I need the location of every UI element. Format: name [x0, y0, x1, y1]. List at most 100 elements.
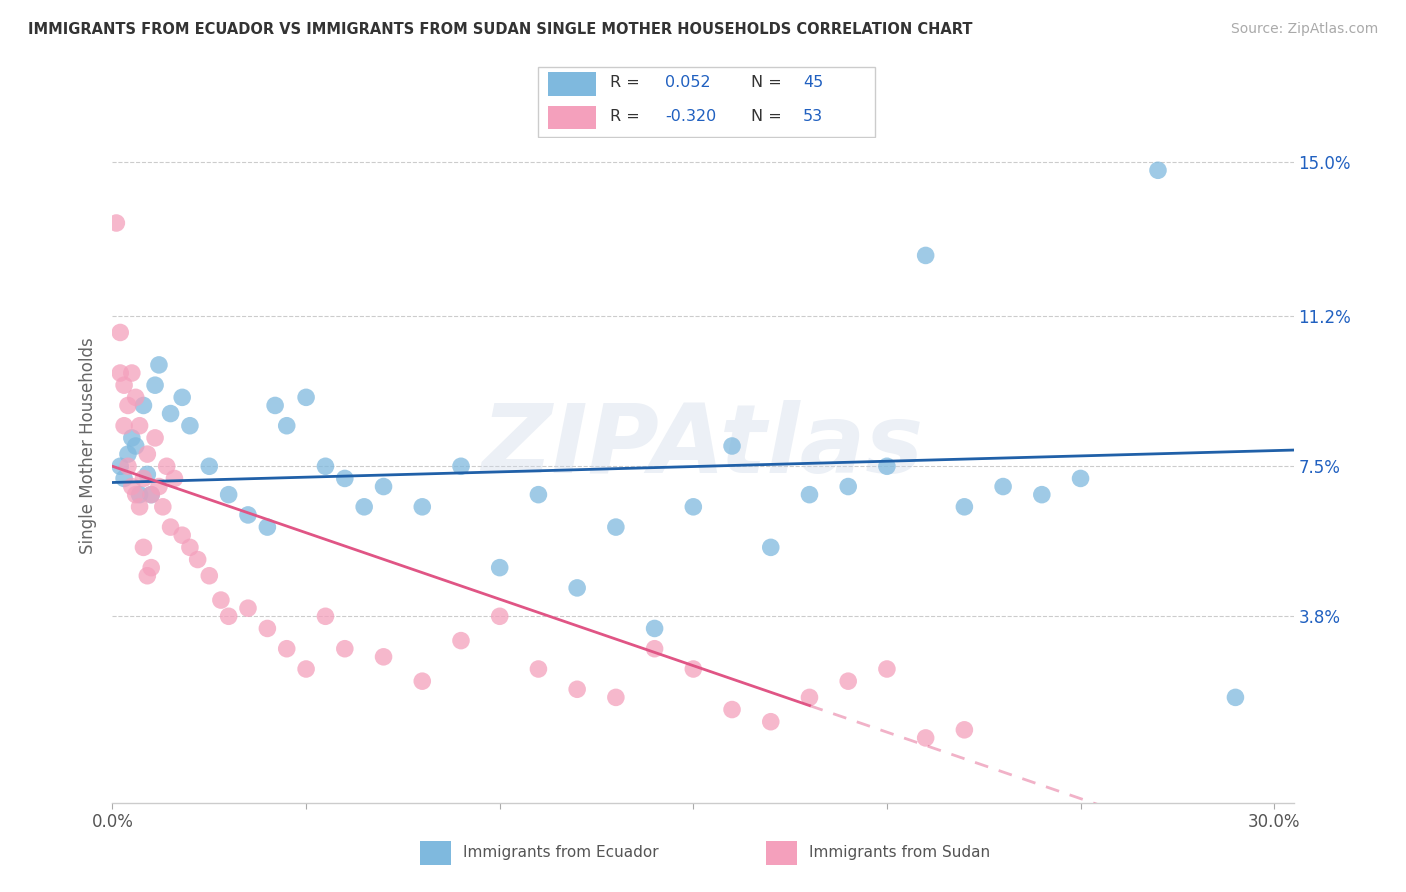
Point [276, 418, 298, 433]
Bar [548, 72, 596, 95]
Text: R =: R = [610, 75, 640, 90]
Point [276, 641, 298, 656]
Point [837, 479, 859, 493]
Point [682, 662, 704, 676]
Point [117, 399, 139, 413]
Text: ZIPAtlas: ZIPAtlas [482, 400, 924, 492]
Point [876, 459, 898, 474]
Point [333, 471, 356, 485]
Point [198, 459, 221, 474]
Point [991, 479, 1014, 493]
Point [218, 488, 240, 502]
Point [644, 641, 666, 656]
Point [353, 500, 375, 514]
Point [256, 520, 278, 534]
Point [156, 459, 179, 474]
Point [373, 649, 395, 664]
Point [488, 560, 510, 574]
Point [527, 488, 550, 502]
Point [148, 358, 170, 372]
Point [163, 471, 186, 485]
Point [128, 500, 150, 514]
Point [295, 662, 318, 676]
Point [105, 216, 128, 230]
Bar [419, 841, 451, 864]
Point [128, 418, 150, 433]
Point [132, 399, 155, 413]
Text: -0.320: -0.320 [665, 109, 717, 124]
Point [256, 622, 278, 636]
Point [914, 248, 936, 262]
Point [110, 366, 132, 380]
Point [565, 682, 588, 697]
Point [314, 609, 336, 624]
Point [953, 500, 976, 514]
Point [198, 568, 221, 582]
Point [333, 641, 356, 656]
Point [112, 418, 135, 433]
Bar [766, 841, 797, 864]
Text: R =: R = [610, 109, 640, 124]
Point [411, 674, 433, 689]
Text: 53: 53 [803, 109, 823, 124]
Point [125, 390, 148, 404]
Point [117, 459, 139, 474]
Point [110, 459, 132, 474]
Point [314, 459, 336, 474]
Point [141, 560, 163, 574]
Point [112, 378, 135, 392]
Point [565, 581, 588, 595]
Point [148, 479, 170, 493]
Text: N =: N = [751, 109, 782, 124]
Point [159, 520, 181, 534]
Point [187, 552, 209, 566]
Point [236, 601, 259, 615]
Point [152, 500, 174, 514]
Point [141, 488, 163, 502]
Point [125, 488, 148, 502]
Point [132, 471, 155, 485]
Point [264, 399, 287, 413]
Point [121, 431, 143, 445]
Y-axis label: Single Mother Households: Single Mother Households [79, 338, 97, 554]
Point [799, 488, 821, 502]
Point [682, 500, 704, 514]
Point [1031, 488, 1053, 502]
Text: N =: N = [751, 75, 782, 90]
Point [759, 714, 782, 729]
Point [759, 541, 782, 555]
Point [914, 731, 936, 745]
Bar [548, 106, 596, 129]
Point [1147, 163, 1170, 178]
Point [605, 520, 627, 534]
Point [799, 690, 821, 705]
Point [527, 662, 550, 676]
Text: IMMIGRANTS FROM ECUADOR VS IMMIGRANTS FROM SUDAN SINGLE MOTHER HOUSEHOLDS CORREL: IMMIGRANTS FROM ECUADOR VS IMMIGRANTS FR… [28, 22, 973, 37]
Point [721, 439, 744, 453]
Text: 45: 45 [803, 75, 824, 90]
Point [488, 609, 510, 624]
Point [136, 447, 159, 461]
Point [132, 541, 155, 555]
Text: Immigrants from Ecuador: Immigrants from Ecuador [463, 846, 658, 860]
Point [450, 633, 472, 648]
Point [112, 471, 135, 485]
Point [136, 568, 159, 582]
Point [136, 467, 159, 482]
Point [605, 690, 627, 705]
Point [1070, 471, 1092, 485]
Point [172, 390, 194, 404]
Point [450, 459, 472, 474]
Point [110, 326, 132, 340]
Point [411, 500, 433, 514]
Point [209, 593, 232, 607]
Point [121, 366, 143, 380]
Point [159, 407, 181, 421]
Point [644, 622, 666, 636]
Point [837, 674, 859, 689]
Point [953, 723, 976, 737]
Point [117, 447, 139, 461]
Point [218, 609, 240, 624]
Point [876, 662, 898, 676]
Point [141, 488, 163, 502]
